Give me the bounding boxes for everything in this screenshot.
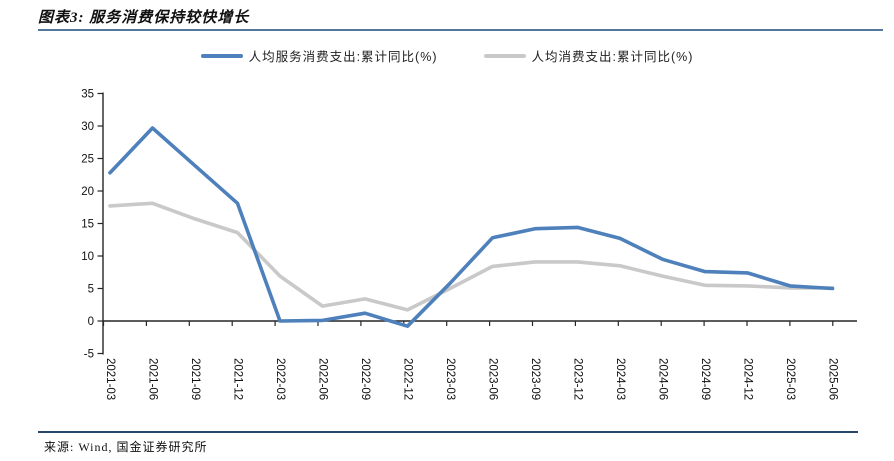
x-tick-label: 2022-03 [274, 358, 286, 400]
page-title: 图表3: 服务消费保持较快增长 [38, 10, 250, 26]
x-tick-label: 2022-09 [359, 358, 371, 400]
y-tick-label: 25 [81, 154, 94, 166]
x-tick-label: 2021-06 [147, 358, 159, 400]
y-tick-label: 20 [81, 186, 94, 198]
x-tick-label: 2024-09 [699, 358, 711, 400]
x-tick-label: 2025-06 [827, 358, 839, 400]
legend-label: 人均消费支出:累计同比(%) [531, 50, 694, 64]
x-tick-label: 2024-12 [742, 358, 754, 400]
x-tick-label: 2021-09 [189, 358, 201, 400]
x-tick-label: 2022-06 [317, 358, 329, 400]
legend-swatch-gray-line [483, 53, 526, 58]
x-tick-label: 2023-12 [572, 358, 584, 400]
y-axis: 35 30 25 20 15 10 5 0 -5 [81, 89, 104, 361]
x-tick-label: 2025-03 [784, 358, 796, 400]
legend-item-total: 人均消费支出:累计同比(%) [483, 46, 694, 65]
y-tick-label: 15 [81, 219, 94, 231]
series-line-services [108, 126, 835, 329]
y-tick-label: 0 [88, 316, 94, 328]
footer-rule [38, 431, 858, 433]
source-note: 来源: Wind, 国金证券研究所 [44, 440, 208, 454]
y-tick-label: 5 [88, 284, 94, 296]
x-tick-label: 2024-03 [614, 358, 626, 400]
x-tick-label: 2023-09 [529, 358, 541, 400]
x-tick-label: 2021-03 [104, 358, 116, 400]
x-tick-label: 2021-12 [232, 358, 244, 400]
x-tick-label: 2024-06 [657, 358, 669, 400]
legend-item-services: 人均服务消费支出:累计同比(%) [200, 46, 438, 65]
title-underline [38, 29, 883, 31]
y-tick-label: -5 [84, 349, 94, 361]
series-line-total [108, 201, 835, 312]
y-tick-label: 30 [81, 121, 94, 133]
y-tick-label: 35 [81, 89, 94, 101]
x-axis: 2021-03 2021-06 2021-09 2021-12 2022-03 2022-… [102, 320, 857, 400]
y-tick-label: 10 [81, 251, 94, 263]
legend-swatch-blue-line [200, 53, 243, 58]
chart-legend: 人均服务消费支出:累计同比(%) 人均消费支出:累计同比(%) [0, 46, 894, 65]
x-tick-label: 2023-03 [444, 358, 456, 400]
legend-label: 人均服务消费支出:累计同比(%) [248, 50, 438, 64]
x-tick-label: 2023-06 [487, 358, 499, 400]
x-tick-label: 2022-12 [402, 358, 414, 400]
